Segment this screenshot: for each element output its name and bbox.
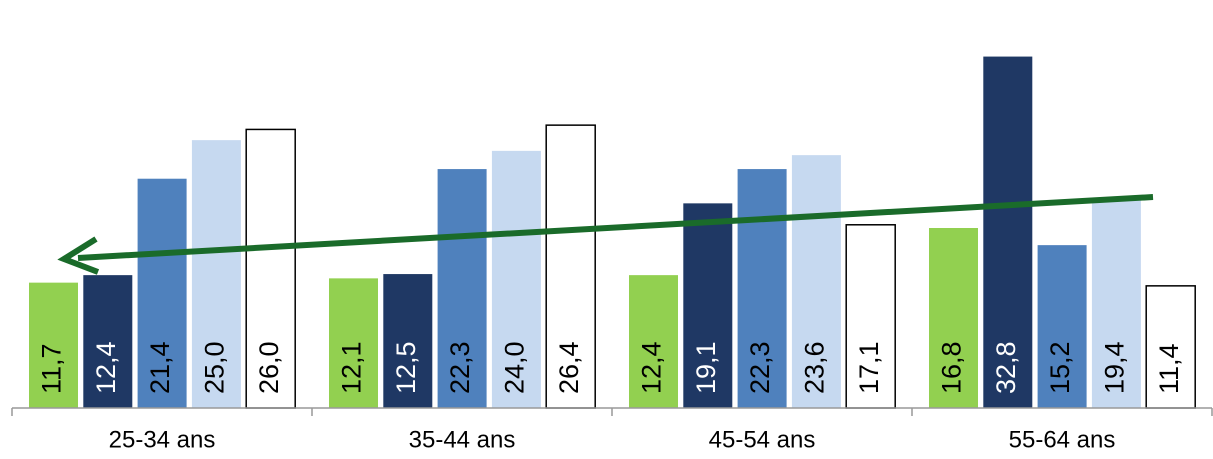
x-tick-label: 55-64 ans	[1009, 426, 1116, 453]
value-label: 22,3	[745, 341, 775, 394]
bar	[191, 140, 241, 408]
value-label: 19,1	[691, 341, 721, 394]
value-label: 12,4	[637, 341, 667, 394]
bar	[929, 228, 978, 408]
value-label: 21,4	[145, 341, 175, 394]
bar	[683, 203, 733, 408]
value-label: 11,7	[37, 343, 67, 394]
value-label: 26,0	[254, 341, 284, 394]
bar	[1145, 285, 1196, 409]
bar	[83, 275, 133, 408]
value-label: 16,8	[937, 341, 967, 394]
bar	[629, 275, 678, 408]
trend-arrow	[77, 194, 1154, 261]
value-label: 23,6	[800, 341, 830, 394]
bar	[1037, 245, 1087, 408]
value-label: 11,4	[1154, 343, 1184, 394]
bar	[983, 56, 1033, 408]
value-label: 17,1	[854, 341, 884, 394]
value-label: 26,4	[554, 341, 584, 394]
value-label: 12,4	[91, 341, 121, 394]
bar	[545, 124, 596, 409]
x-tick-label: 35-44 ans	[409, 426, 516, 453]
value-label: 15,2	[1045, 341, 1075, 394]
x-tick-label: 45-54 ans	[709, 426, 816, 453]
bar	[437, 169, 487, 408]
bar	[791, 155, 841, 408]
value-label: 22,3	[445, 341, 475, 394]
value-label: 12,5	[391, 341, 421, 394]
value-label: 12,1	[337, 341, 367, 394]
bar	[29, 282, 78, 408]
x-tick-label: 25-34 ans	[109, 426, 216, 453]
bar	[1091, 200, 1141, 408]
bar	[137, 178, 187, 408]
value-label: 19,4	[1100, 341, 1130, 394]
trend-arrowhead	[57, 236, 100, 275]
value-label: 32,8	[991, 341, 1021, 394]
value-label: 25,0	[200, 341, 230, 394]
bar	[491, 150, 541, 408]
bar	[845, 224, 896, 409]
bar	[737, 169, 787, 408]
value-label: 24,0	[500, 341, 530, 394]
bar	[329, 278, 378, 408]
bars: 11,7 12,1 12,4 16,8 12,4 12,5 19,1 32,8 21,4 22,3…	[29, 56, 1196, 409]
bar	[383, 274, 433, 408]
